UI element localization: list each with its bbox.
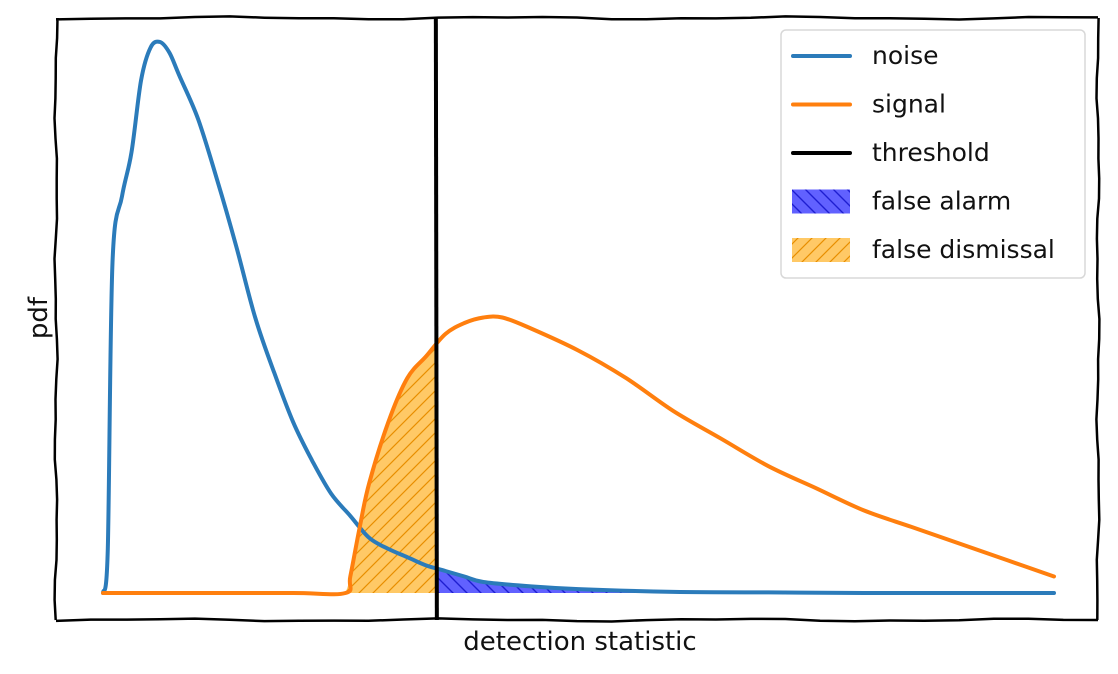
series-lines: [101, 39, 1056, 597]
legend-label-signal: signal: [872, 90, 946, 119]
legend: noise signal threshold false alarm false dis…: [780, 29, 1086, 279]
legend-label-false-dismissal: false dismissal: [872, 235, 1055, 264]
legend-box: [780, 29, 1086, 279]
region-false-dismissal: [345, 345, 436, 593]
shaded-regions: [345, 345, 1054, 594]
y-axis-label: pdf: [24, 296, 54, 339]
series-line-signal: [101, 314, 1056, 597]
region-false-alarm: [435, 568, 1054, 594]
series-line-noise: [101, 39, 1056, 596]
legend-swatch-false-dismissal: [792, 238, 850, 262]
legend-label-false-alarm: false alarm: [872, 187, 1011, 216]
legend-swatch-false-alarm: [792, 189, 850, 214]
threshold-line: [433, 17, 439, 621]
x-axis-label: detection statistic: [463, 627, 696, 657]
legend-label-noise: noise: [872, 41, 939, 70]
plot-frame: [53, 15, 1101, 623]
legend-label-threshold: threshold: [872, 138, 990, 167]
threshold-layer: [433, 17, 439, 621]
